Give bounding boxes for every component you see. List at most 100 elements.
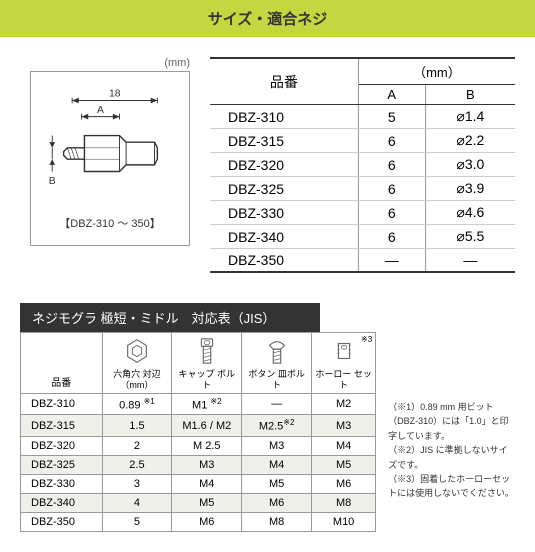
spec-part: DBZ-315 [210,129,358,153]
compat-cap: M4 [172,474,242,493]
compat-header-button-icon: ボタン 皿ボルト [242,333,312,394]
top-section: (mm) 18 A [0,37,535,293]
compat-hollow: M2 [312,393,376,415]
compat-row: DBZ-330 3 M4 M5 M6 [21,474,376,493]
compat-row: DBZ-350 5 M6 M8 M10 [21,512,376,531]
spec-a: 5 [358,105,425,129]
spec-row: DBZ-310 5 ⌀1.4 [210,105,515,129]
compat-hex: 2 [102,436,172,455]
compat-cap: M1 ※2 [172,393,242,415]
spec-b: ⌀3.0 [425,153,515,177]
spec-part: DBZ-330 [210,201,358,225]
diagram-box: 18 A [30,71,190,246]
compat-button: M6 [242,493,312,512]
bit-diagram: 18 A [39,80,181,210]
diagram-caption: 【DBZ-310 ～ 350】 [39,215,181,231]
compat-button: M8 [242,512,312,531]
hollow-set-icon [330,335,358,367]
spec-row: DBZ-315 6 ⌀2.2 [210,129,515,153]
compat-cap: M6 [172,512,242,531]
compat-button: M3 [242,436,312,455]
compat-header-hex-icon: 六角穴 対辺（mm） [102,333,172,394]
section-title: ネジモグラ 極短・ミドル 対応表（JIS） [20,303,320,332]
note-3: （※3）固着したホーローセットには使用しないでください。 [388,472,515,501]
spec-part: DBZ-340 [210,225,358,249]
compat-part: DBZ-330 [21,474,103,493]
compat-button: M4 [242,455,312,474]
compat-cap: M1.6 / M2 [172,415,242,437]
notes: （※1）0.89 mm 用ビット（DBZ-310）には「1.0」と印字しています… [388,332,515,501]
spec-row: DBZ-330 6 ⌀4.6 [210,201,515,225]
compat-part: DBZ-325 [21,455,103,474]
compat-button: M5 [242,474,312,493]
compat-hex: 4 [102,493,172,512]
compat-hollow: M3 [312,415,376,437]
compat-cap: M5 [172,493,242,512]
compat-table: 品番 六角穴 対辺（mm） [20,332,376,532]
spec-row: DBZ-325 6 ⌀3.9 [210,177,515,201]
compat-hollow: M8 [312,493,376,512]
page-header: サイズ・適合ネジ [0,0,535,37]
compat-header-hollow-icon: ※3 ホーロー セット [312,333,376,394]
unit-label: (mm) [30,57,190,69]
spec-table: 品番 （mm） A B DBZ-310 5 ⌀1.4DBZ-315 6 ⌀2.2… [210,57,515,273]
compat-part: DBZ-320 [21,436,103,455]
spec-a: 6 [358,129,425,153]
spec-a: 6 [358,153,425,177]
cap-bolt-icon [193,335,221,367]
compat-hex: 1.5 [102,415,172,437]
spec-part: DBZ-310 [210,105,358,129]
spec-a: 6 [358,225,425,249]
spec-a: — [358,249,425,273]
spec-part: DBZ-320 [210,153,358,177]
compat-hex: 3 [102,474,172,493]
spec-b: ⌀5.5 [425,225,515,249]
compat-header-cap-icon: キャップ ボルト [172,333,242,394]
compat-row: DBZ-340 4 M5 M6 M8 [21,493,376,512]
svg-text:A: A [97,105,104,116]
spec-b: — [425,249,515,273]
spec-row: DBZ-320 6 ⌀3.0 [210,153,515,177]
compat-hex: 5 [102,512,172,531]
compat-hollow: M4 [312,436,376,455]
compat-button: M2.5※2 [242,415,312,437]
compat-cap: M3 [172,455,242,474]
compat-part: DBZ-310 [21,393,103,415]
spec-b: ⌀2.2 [425,129,515,153]
compat-part: DBZ-315 [21,415,103,437]
spec-part: DBZ-350 [210,249,358,273]
spec-b: ⌀1.4 [425,105,515,129]
compat-hollow: M10 [312,512,376,531]
spec-header-mm: （mm） [358,58,515,85]
compat-button: — [242,393,312,415]
spec-b: ⌀4.6 [425,201,515,225]
compat-hex: 0.89 ※1 [102,393,172,415]
compat-hex: 2.5 [102,455,172,474]
spec-header-a: A [358,85,425,105]
compat-row: DBZ-315 1.5 M1.6 / M2 M2.5※2 M3 [21,415,376,437]
svg-text:B: B [49,176,56,187]
spec-header-b: B [425,85,515,105]
compat-hollow: M6 [312,474,376,493]
hex-icon [123,335,151,367]
bottom-section: 品番 六角穴 対辺（mm） [0,332,535,552]
spec-a: 6 [358,177,425,201]
spec-header-part: 品番 [210,58,358,105]
compat-cap: M 2.5 [172,436,242,455]
note-2: （※2）JIS に準拠しないサイズです。 [388,443,515,472]
compat-hollow: M5 [312,455,376,474]
spec-part: DBZ-325 [210,177,358,201]
svg-text:18: 18 [109,89,121,100]
spec-a: 6 [358,201,425,225]
compat-row: DBZ-310 0.89 ※1 M1 ※2 — M2 [21,393,376,415]
spec-row: DBZ-350 — — [210,249,515,273]
spec-row: DBZ-340 6 ⌀5.5 [210,225,515,249]
button-bolt-icon [263,335,291,367]
note-1: （※1）0.89 mm 用ビット（DBZ-310）には「1.0」と印字しています… [388,400,515,443]
compat-part: DBZ-350 [21,512,103,531]
compat-row: DBZ-325 2.5 M3 M4 M5 [21,455,376,474]
compat-header-part: 品番 [21,333,103,394]
compat-row: DBZ-320 2 M 2.5 M3 M4 [21,436,376,455]
compat-part: DBZ-340 [21,493,103,512]
spec-b: ⌀3.9 [425,177,515,201]
